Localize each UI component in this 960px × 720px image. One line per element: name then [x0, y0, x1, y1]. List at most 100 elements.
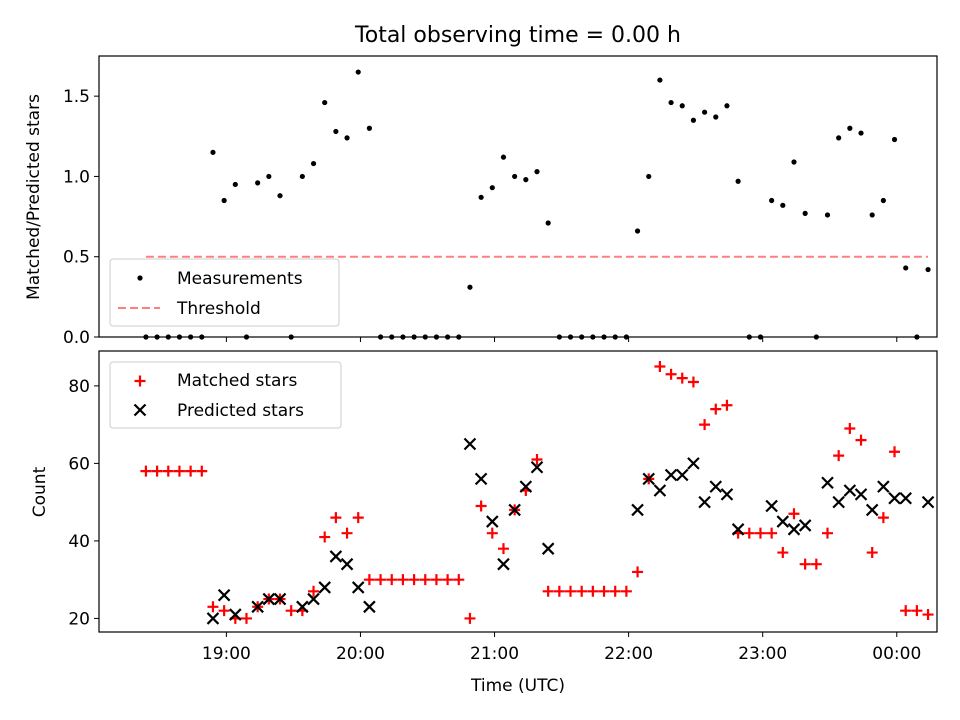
matched-stars-point — [799, 558, 811, 570]
predicted-stars-point — [821, 476, 834, 490]
legend-entry-matched-stars: Matched stars — [134, 371, 297, 391]
threshold-legend-label: Threshold — [176, 299, 261, 319]
predicted-stars-point — [921, 495, 935, 509]
measurements-point — [836, 135, 842, 141]
count-y-tick-label: 40 — [68, 532, 90, 552]
count-plot-area — [140, 361, 935, 625]
matched-stars-point — [419, 574, 431, 586]
ratio-legend-box — [109, 258, 340, 327]
matched-stars-point — [375, 574, 387, 586]
predicted-legend-label: Predicted stars — [177, 401, 304, 421]
matched-stars-point — [598, 585, 610, 597]
x-tick-label: 20:00 — [336, 644, 385, 664]
measurements-point — [310, 160, 317, 167]
predicted-stars-point — [865, 503, 879, 517]
measurements-point — [333, 128, 339, 135]
matched-stars-point — [397, 574, 409, 586]
x-tick-label: 19:00 — [202, 644, 251, 664]
matched-stars-point — [889, 446, 901, 458]
count-panel: 20 40 60 80 19:00 20:00 21:00 22:00 23:00 00:00 C… — [30, 350, 938, 696]
count-y-tick-label: 80 — [68, 377, 90, 397]
predicted-stars-point — [664, 468, 678, 482]
measurements-point — [903, 265, 909, 271]
matched-stars-point — [140, 465, 152, 477]
matched-stars-point — [721, 399, 733, 411]
matched-stars-point — [185, 465, 197, 477]
predicted-stars-point — [262, 592, 276, 606]
predicted-stars-point — [653, 484, 667, 497]
predicted-stars-point — [273, 592, 287, 606]
predicted-stars-point — [541, 542, 555, 555]
matched-legend-label: Matched stars — [177, 371, 297, 391]
matched-stars-point — [285, 605, 297, 617]
matched-stars-point — [542, 585, 554, 597]
measurements-point — [679, 103, 685, 109]
matched-stars-point — [531, 454, 543, 466]
predicted-stars-point — [731, 523, 745, 536]
measurements-point — [802, 210, 808, 216]
matched-legend-marker — [134, 375, 146, 387]
matched-stars-point — [553, 585, 565, 597]
measurements-point — [791, 159, 797, 165]
predicted-stars-point — [720, 488, 734, 501]
measurements-point — [344, 135, 350, 141]
matched-stars-point — [475, 500, 487, 512]
measurements-point — [221, 197, 227, 204]
matched-stars-point — [810, 558, 822, 570]
matched-stars-point — [877, 512, 889, 524]
matched-stars-point — [609, 585, 621, 597]
predicted-stars-point — [486, 515, 499, 528]
measurements-point — [534, 169, 540, 175]
predicted-stars-point — [363, 600, 376, 614]
count-axes-frame — [98, 350, 938, 633]
x-axis-label: Time (UTC) — [470, 676, 565, 696]
count-y-tick-label: 20 — [68, 609, 90, 629]
measurements-point — [769, 197, 775, 204]
matched-stars-point — [430, 574, 442, 586]
matched-stars-point — [866, 547, 878, 559]
count-y-tick-label: 60 — [68, 454, 90, 474]
measurements-point — [545, 220, 551, 226]
ratio-axes: 0.0 0.5 1.0 1.5 — [63, 87, 898, 348]
matched-stars-point — [855, 434, 867, 446]
matched-stars-point — [743, 527, 755, 539]
matched-stars-point — [777, 547, 789, 559]
matched-stars-point — [386, 574, 398, 586]
predicted-stars-point — [351, 581, 365, 594]
predicted-stars-point — [229, 608, 242, 621]
predicted-stars-point — [318, 581, 331, 594]
matched-stars-point — [788, 508, 800, 520]
matched-stars-point — [363, 574, 375, 586]
matched-stars-point — [207, 601, 219, 613]
measurements-point — [232, 181, 238, 188]
ratio-y-tick-label: 1.5 — [63, 87, 90, 107]
measurements-point — [824, 212, 831, 218]
matched-stars-point — [330, 512, 342, 524]
measurements-point — [322, 99, 328, 106]
matched-stars-point — [900, 605, 912, 617]
matched-stars-point — [833, 450, 845, 462]
predicted-stars-point — [687, 457, 700, 470]
measurements-point — [266, 173, 272, 180]
predicted-stars-point — [296, 600, 309, 614]
matched-stars-point — [654, 361, 666, 373]
ratio-plot-area — [143, 69, 931, 340]
matched-stars-point — [665, 368, 677, 380]
measurements-point — [512, 173, 518, 180]
matched-stars-point — [754, 527, 766, 539]
predicted-stars-point — [832, 495, 845, 509]
matched-stars-point — [308, 585, 320, 597]
ratio-y-axis-label: Matched/Predicted stars — [24, 94, 44, 300]
predicted-stars-point — [251, 600, 264, 614]
legend-entry-predicted-stars: Predicted stars — [133, 401, 304, 421]
measurements-point — [847, 125, 853, 131]
ratio-legend: Measurements Threshold — [109, 258, 340, 327]
predicted-stars-point — [899, 492, 912, 505]
matched-stars-point — [632, 566, 644, 578]
measurements-point — [366, 125, 372, 131]
predicted-stars-point — [474, 472, 488, 486]
matched-stars-point — [352, 512, 364, 524]
measurements-point — [478, 194, 484, 200]
